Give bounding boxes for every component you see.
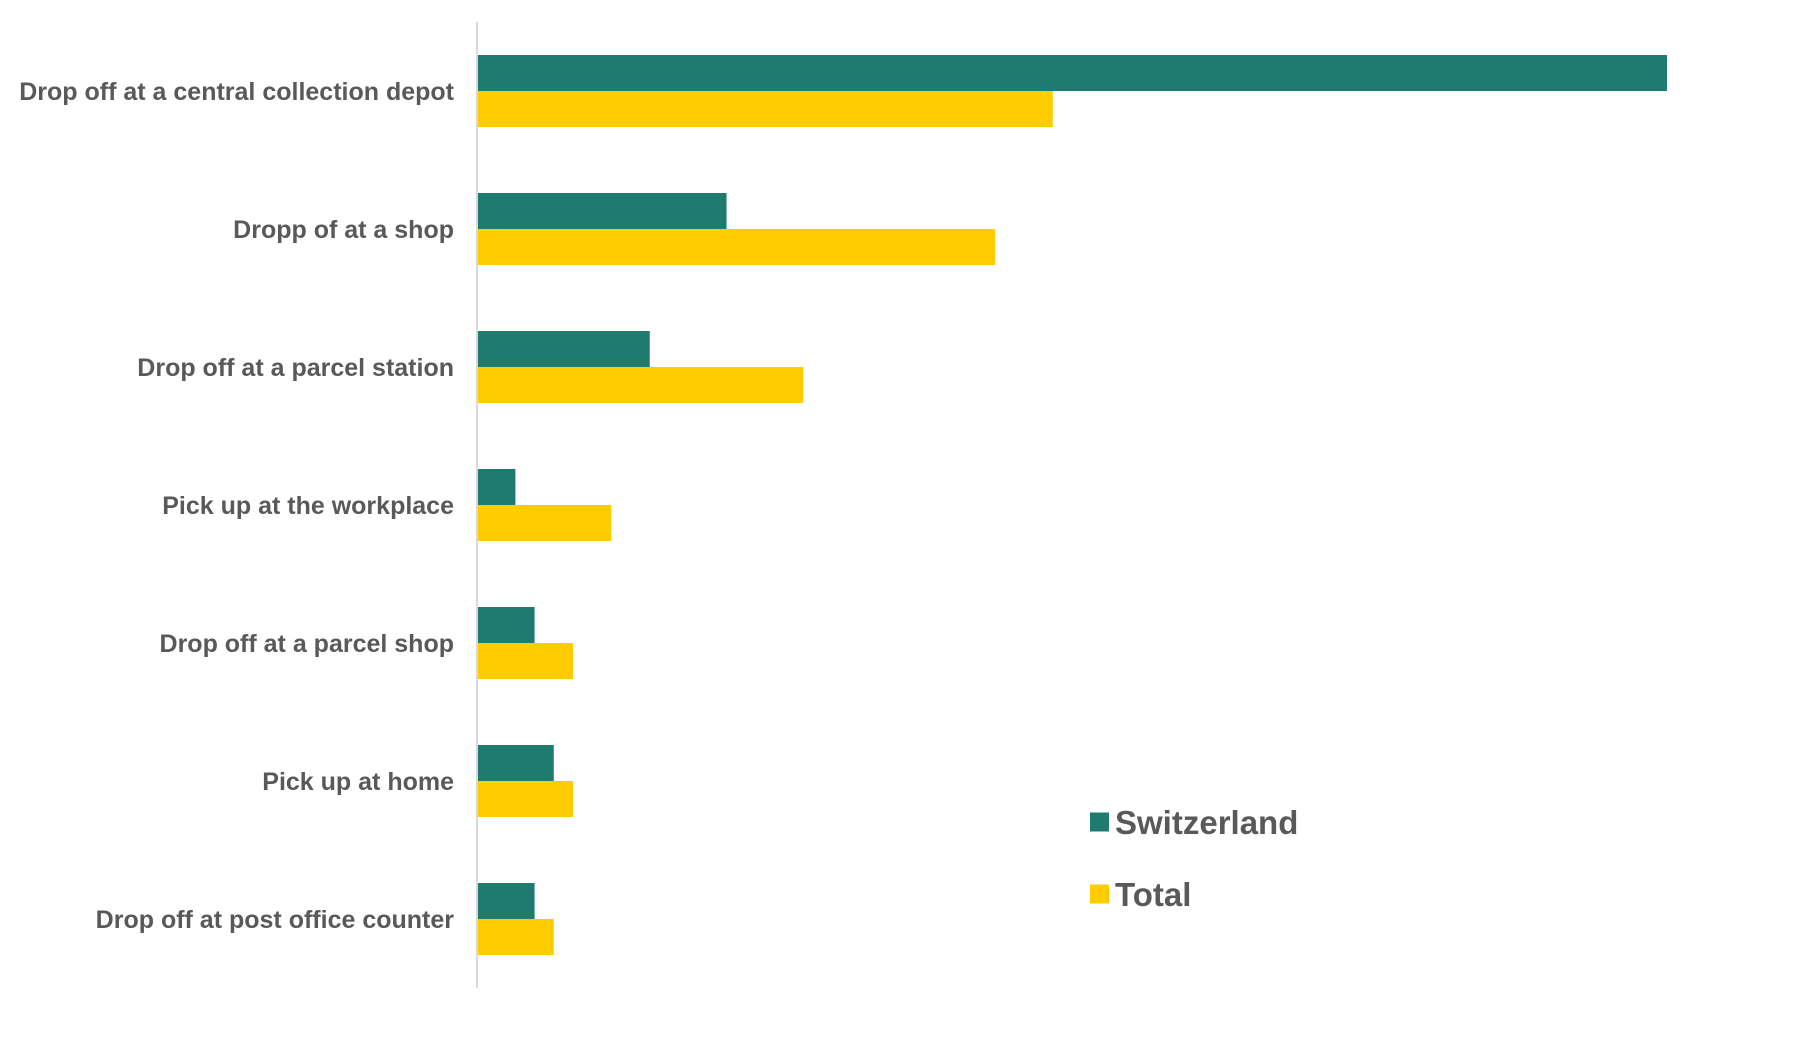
category-label: Drop off at a central collection depot — [19, 78, 454, 106]
legend-swatch — [1090, 884, 1109, 904]
bar-switzerland — [478, 607, 535, 643]
bar-switzerland — [478, 883, 535, 919]
bar-switzerland — [478, 193, 727, 229]
bar-total — [478, 367, 804, 403]
bar-total — [478, 505, 612, 541]
bar-total — [478, 91, 1053, 127]
bar-total — [478, 919, 554, 955]
legend-swatch — [1090, 812, 1109, 832]
legend: Switzerland Total — [1090, 804, 1298, 913]
bar-switzerland — [478, 745, 554, 781]
category-label: Pick up at the workplace — [162, 492, 454, 520]
bar-total — [478, 229, 996, 265]
category-label: Pick up at home — [262, 768, 454, 796]
category-label: Drop off at a parcel shop — [160, 630, 454, 658]
category-labels: Drop off at a central collection depot Dr… — [19, 78, 454, 934]
category-label: Dropp of at a shop — [233, 216, 454, 244]
bar-switzerland — [478, 55, 1667, 91]
category-label: Drop off at a parcel station — [137, 354, 454, 382]
bar-switzerland — [478, 331, 650, 367]
category-label: Drop off at post office counter — [96, 906, 455, 934]
bar-total — [478, 781, 573, 817]
bars — [478, 55, 1667, 955]
bar-total — [478, 643, 573, 679]
legend-label: Switzerland — [1115, 804, 1298, 841]
bar-switzerland — [478, 469, 516, 505]
legend-label: Total — [1115, 876, 1191, 913]
